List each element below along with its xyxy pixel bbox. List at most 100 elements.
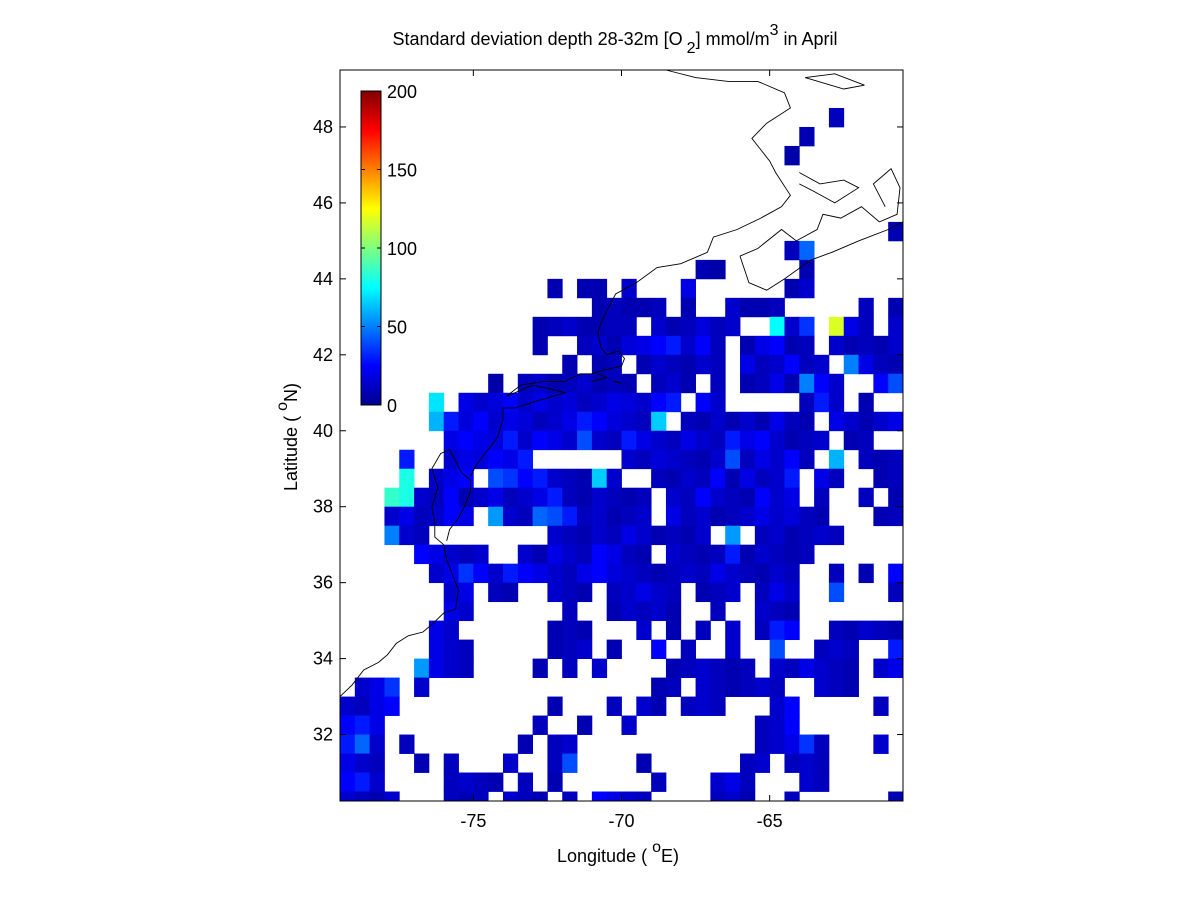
heatmap-cell: [591, 468, 608, 489]
heatmap-cell: [651, 696, 667, 716]
heatmap-cell: [532, 373, 548, 394]
heatmap-cell: [740, 677, 756, 697]
heatmap-cell: [680, 354, 696, 375]
heatmap-cell: [562, 791, 578, 802]
heatmap-cell: [888, 791, 904, 802]
heatmap-cell: [754, 411, 771, 432]
heatmap-cell: [502, 753, 519, 773]
heatmap-cell: [547, 316, 563, 337]
heatmap-cell: [547, 468, 563, 489]
heatmap-cell: [399, 468, 415, 489]
heatmap-cell: [651, 316, 667, 337]
heatmap-cell: [680, 696, 696, 716]
coastline-path: [339, 449, 471, 697]
heatmap-cell: [695, 544, 711, 565]
heatmap-cell: [680, 525, 696, 546]
y-tick-label: 38: [313, 497, 333, 517]
heatmap-cell: [562, 506, 578, 527]
heatmap-cell: [784, 145, 800, 166]
heatmap-cell: [799, 411, 815, 432]
heatmap-cell: [888, 620, 904, 641]
colorbar: 0 50 100 150 200: [360, 82, 417, 416]
heatmap-cell: [562, 734, 578, 754]
heatmap-cell: [606, 316, 622, 337]
heatmap-cell: [340, 772, 356, 792]
heatmap-cell: [340, 696, 356, 716]
heatmap-cell: [606, 601, 622, 622]
heatmap-cell: [621, 335, 637, 356]
heatmap-cell: [473, 563, 489, 584]
heatmap-cell: [443, 411, 459, 432]
heatmap-cell: [888, 221, 904, 242]
heatmap-cell: [740, 791, 756, 802]
heatmap-cell: [651, 411, 667, 432]
heatmap-cell: [443, 753, 459, 773]
heatmap-cell: [443, 506, 459, 527]
heatmap-cell: [458, 582, 474, 603]
heatmap-cell: [680, 278, 696, 299]
heatmap-cell: [547, 696, 563, 716]
heatmap-cell: [502, 411, 519, 432]
heatmap-cell: [665, 544, 682, 565]
heatmap-cell: [784, 278, 800, 299]
heatmap-cell: [695, 259, 711, 280]
heatmap-cell: [725, 430, 741, 451]
heatmap-cell: [621, 582, 637, 603]
heatmap-cell: [740, 373, 756, 394]
heatmap-cell: [814, 658, 830, 678]
heatmap-cell: [651, 582, 667, 603]
heatmap-cell: [695, 506, 711, 527]
heatmap-cell: [784, 373, 800, 394]
heatmap-cell: [828, 620, 845, 641]
colorbar-tick-label: 150: [387, 161, 417, 181]
y-tick-label: 44: [313, 269, 333, 289]
heatmap-cell: [369, 791, 385, 802]
colorbar-tick-label: 50: [387, 318, 407, 338]
heatmap-cell: [843, 620, 859, 641]
heatmap-cell: [651, 772, 667, 792]
heatmap-cell: [680, 468, 696, 489]
heatmap-cell: [517, 734, 534, 754]
heatmap-cell: [754, 506, 771, 527]
heatmap-cell: [621, 506, 637, 527]
heatmap-cell: [710, 601, 726, 622]
heatmap-cell: [725, 639, 741, 659]
heatmap-cell: [458, 772, 474, 792]
heatmap-cell: [606, 411, 622, 432]
heatmap-cell: [710, 468, 726, 489]
heatmap-cell: [740, 544, 756, 565]
heatmap-cell: [547, 544, 563, 565]
heatmap-cell: [784, 753, 800, 773]
heatmap-cell: [606, 696, 622, 716]
colorbar-ticks: 0 50 100 150 200: [361, 82, 417, 416]
heatmap-cell: [621, 316, 637, 337]
heatmap-cell: [665, 468, 682, 489]
heatmap-cell: [799, 753, 815, 773]
heatmap-cell: [695, 354, 711, 375]
heatmap-cell: [873, 620, 889, 641]
heatmap-cell: [651, 563, 667, 584]
y-tick-label: 36: [313, 573, 333, 593]
heatmap-cell: [651, 335, 667, 356]
heatmap-cell: [458, 658, 474, 678]
heatmap-cell: [636, 563, 652, 584]
heatmap-cell: [873, 354, 889, 375]
coastline-path: [805, 73, 865, 90]
heatmap-cell: [799, 525, 815, 546]
heatmap-cell: [828, 449, 845, 470]
heatmap-cell: [577, 525, 593, 546]
heatmap-cell: [665, 658, 682, 678]
heatmap-cell: [710, 696, 726, 716]
heatmap-cell: [680, 316, 696, 337]
heatmap-cell: [354, 677, 371, 697]
heatmap-cell: [695, 335, 711, 356]
heatmap-cell: [695, 316, 711, 337]
heatmap-cell: [710, 449, 726, 470]
heatmap-cell: [710, 677, 726, 697]
colorbar-tick-label: 0: [387, 396, 397, 416]
heatmap-cell: [873, 696, 889, 716]
heatmap-cell: [695, 525, 711, 546]
heatmap-cell: [443, 430, 459, 451]
heatmap-cell: [695, 620, 711, 641]
heatmap-cell: [636, 487, 652, 508]
